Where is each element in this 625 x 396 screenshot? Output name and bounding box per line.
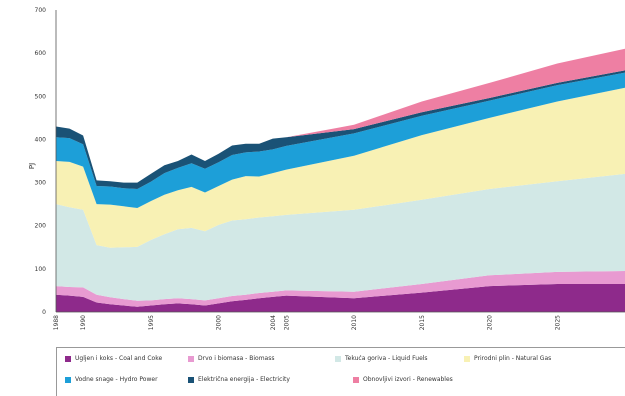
legend-item: Obnovljivi izvori - Renewables [353,376,453,383]
area-layers [56,48,625,312]
x-tick-label: 1988 [53,315,60,330]
legend-swatch [188,376,194,383]
x-tick-label: 2015 [419,315,426,330]
x-tick-label: 2004 [270,315,277,330]
legend-label: Tekuća goriva - Liquid Fuels [345,355,428,362]
y-tick-label: 0 [42,309,46,316]
y-tick-label: 300 [35,180,47,187]
legend-swatch [335,355,341,362]
area-6 [56,70,625,189]
area-5 [56,72,625,208]
area-7 [56,48,625,183]
y-tick-label: 500 [35,93,47,100]
y-tick-label: 600 [35,50,47,57]
y-tick-labels: 0 100 200 300 400 500 600 700 [35,7,47,316]
y-tick-label: 400 [35,136,47,143]
x-tick-label: 2000 [216,315,223,330]
legend-label: Drvo i biomasa - Biomass [198,355,275,362]
legend: Ugljen i koks - Coal and Coke Drvo i biom… [56,347,625,396]
y-tick-label: 700 [35,7,47,14]
legend-swatch [353,376,359,383]
energy-area-chart: 0 100 200 300 400 500 600 700 1988 1990 1995 2000 2… [28,7,625,330]
area-3 [56,173,625,301]
x-tick-label: 1990 [80,315,87,330]
area-2 [56,271,625,307]
legend-swatch [188,355,194,362]
legend-swatch [65,355,71,362]
y-tick-label: 100 [35,266,47,273]
y-axis-label: PJ [28,163,36,169]
legend-item: Prirodni plin - Natural Gas [464,355,551,362]
legend-swatch [65,376,71,383]
y-tick-label: 200 [35,223,47,230]
x-tick-labels: 1988 1990 1995 2000 2004 2005 2010 2015 2020 2025 [53,315,561,330]
axes [55,10,625,313]
x-tick-label: 2005 [283,315,290,330]
legend-item: Drvo i biomasa - Biomass [188,355,274,362]
legend-label: Prirodni plin - Natural Gas [474,355,552,362]
x-tick-label: 1995 [148,315,155,330]
area-1 [56,284,625,312]
legend-label: Ugljen i koks - Coal and Coke [75,355,163,362]
x-tick-label: 2020 [487,315,494,330]
x-tick-label: 2010 [351,315,358,330]
legend-swatch [464,355,470,362]
legend-label: Obnovljivi izvori - Renewables [363,376,453,383]
legend-label: Vodne snage - Hydro Power [75,376,158,383]
legend-item: Električna energija - Electricity [188,376,290,383]
legend-item: Ugljen i koks - Coal and Coke [65,355,162,362]
x-tick-label: 2025 [554,315,561,330]
legend-label: Električna energija - Electricity [198,376,290,383]
legend-item: Tekuća goriva - Liquid Fuels [335,355,428,362]
legend-item: Vodne snage - Hydro Power [65,376,158,383]
area-4 [56,87,625,248]
